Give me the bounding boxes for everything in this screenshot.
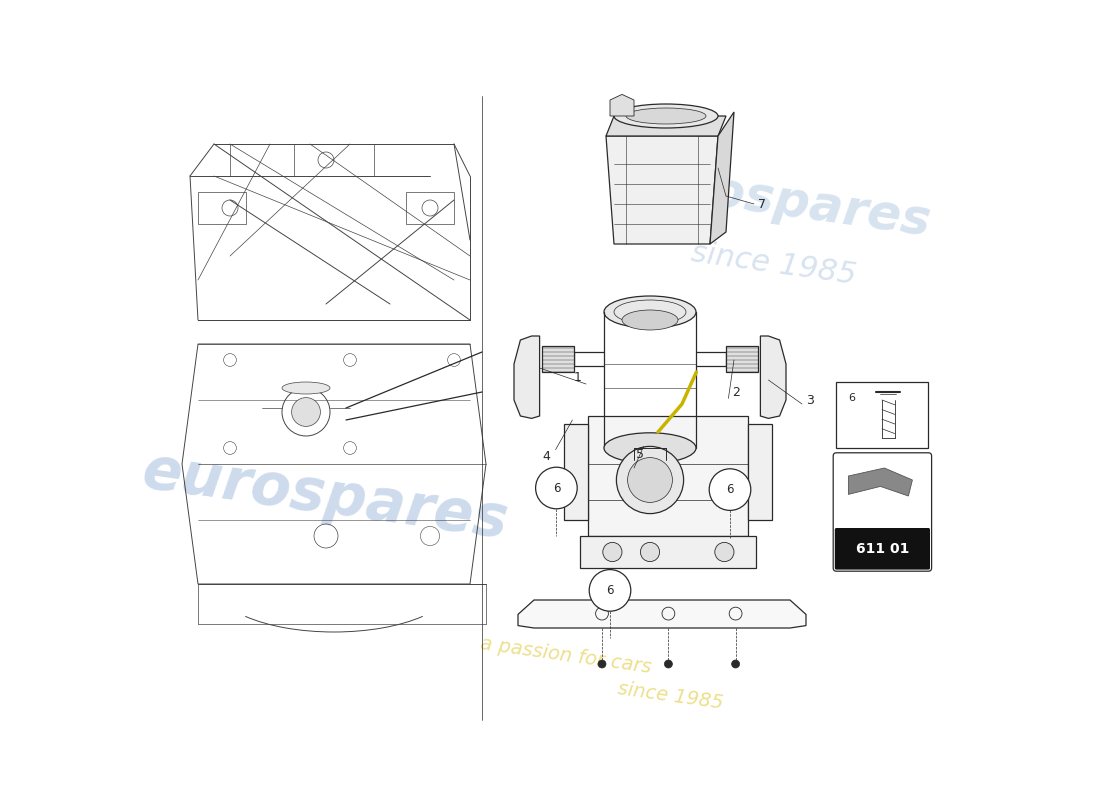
Circle shape (603, 542, 622, 562)
Text: 611 01: 611 01 (856, 542, 909, 556)
Text: 3: 3 (806, 394, 814, 406)
Polygon shape (542, 346, 574, 372)
Text: eurospares: eurospares (614, 154, 934, 246)
Ellipse shape (614, 104, 718, 128)
Polygon shape (606, 136, 718, 244)
Text: 1: 1 (574, 371, 582, 384)
Circle shape (732, 660, 739, 668)
Polygon shape (748, 424, 772, 520)
Text: since 1985: since 1985 (616, 679, 724, 713)
FancyBboxPatch shape (835, 528, 930, 570)
Text: 6: 6 (552, 482, 560, 494)
Polygon shape (581, 536, 757, 568)
Circle shape (664, 660, 672, 668)
Polygon shape (710, 112, 734, 244)
Text: 6: 6 (606, 584, 614, 597)
Text: 4: 4 (542, 450, 550, 462)
Polygon shape (564, 424, 589, 520)
Circle shape (292, 398, 320, 426)
FancyBboxPatch shape (833, 453, 932, 571)
Circle shape (536, 467, 578, 509)
Ellipse shape (621, 310, 678, 330)
Text: 6: 6 (726, 483, 734, 496)
Polygon shape (514, 336, 540, 418)
FancyBboxPatch shape (836, 382, 928, 448)
Polygon shape (848, 468, 912, 496)
Polygon shape (726, 346, 758, 372)
Text: 2: 2 (733, 386, 740, 398)
Text: 7: 7 (758, 198, 766, 210)
Circle shape (628, 458, 672, 502)
Text: 5: 5 (636, 448, 644, 461)
Polygon shape (606, 116, 726, 136)
Circle shape (640, 542, 660, 562)
Text: 6: 6 (848, 394, 856, 403)
Ellipse shape (282, 382, 330, 394)
Circle shape (710, 469, 751, 510)
Circle shape (715, 542, 734, 562)
Circle shape (598, 660, 606, 668)
Text: eurospares: eurospares (140, 442, 513, 550)
Circle shape (616, 446, 683, 514)
Polygon shape (610, 94, 634, 116)
Ellipse shape (604, 433, 696, 463)
Text: since 1985: since 1985 (690, 238, 858, 290)
Circle shape (590, 570, 630, 611)
Ellipse shape (604, 296, 696, 328)
Polygon shape (588, 416, 748, 536)
Polygon shape (518, 600, 806, 628)
Text: a passion for cars: a passion for cars (480, 634, 652, 678)
Ellipse shape (626, 108, 706, 124)
Polygon shape (760, 336, 786, 418)
